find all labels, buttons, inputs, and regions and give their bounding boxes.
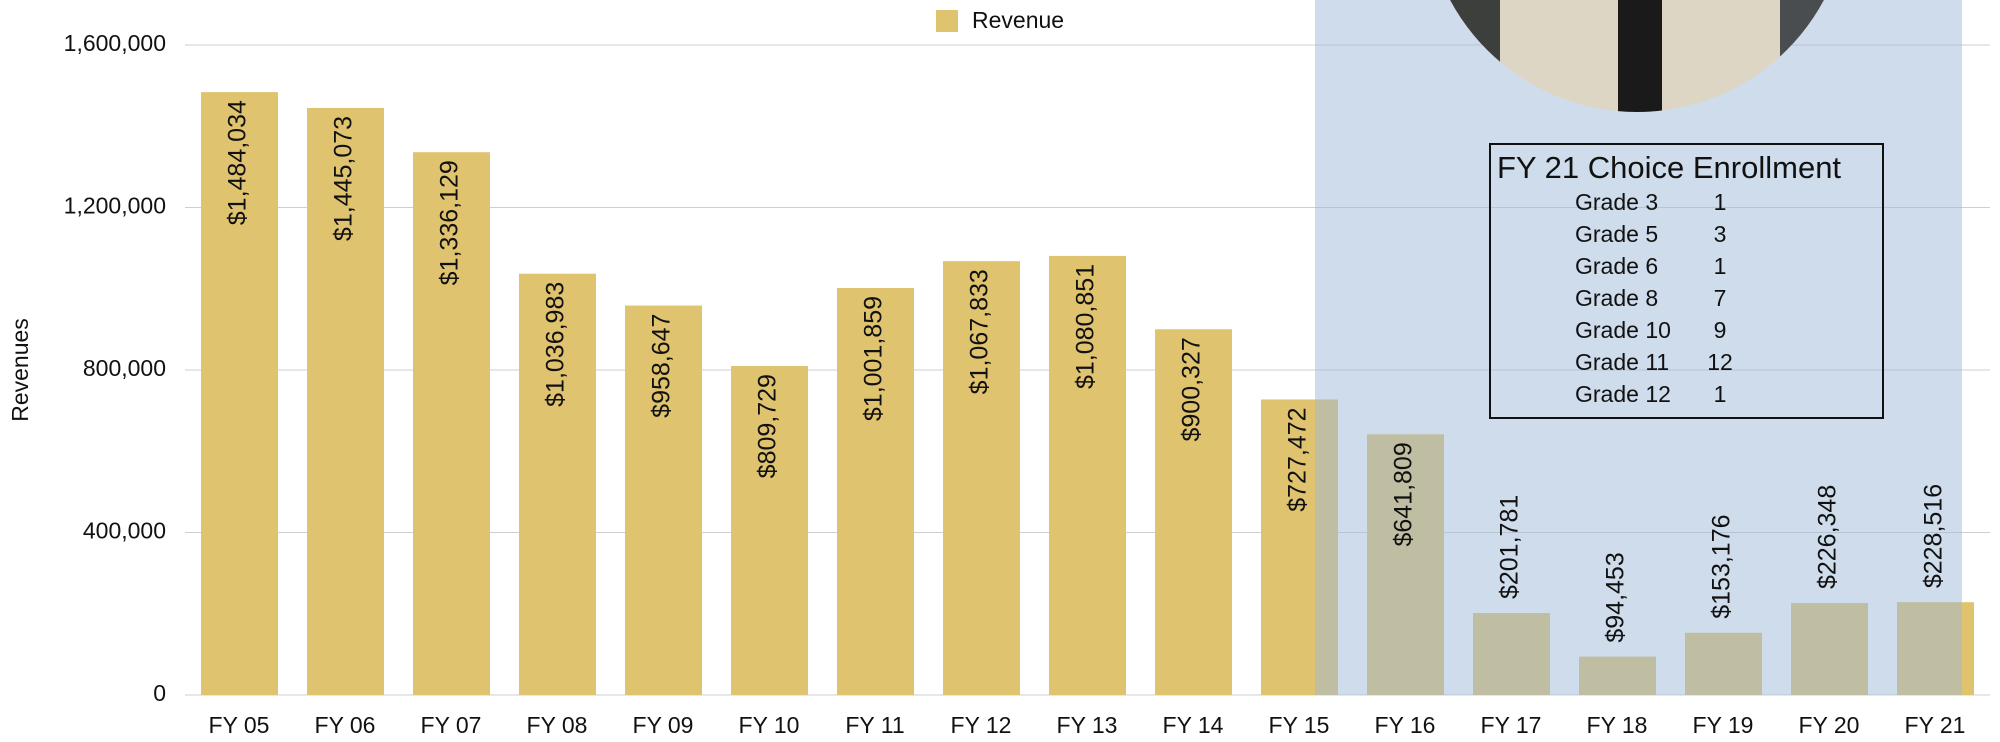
x-tick-label: FY 12: [951, 712, 1012, 738]
x-tick-label: FY 18: [1587, 712, 1648, 738]
data-label: $1,080,851: [1072, 264, 1100, 389]
data-label: $1,067,833: [966, 269, 994, 394]
x-tick-label: FY 16: [1375, 712, 1436, 738]
x-tick-label: FY 11: [845, 712, 904, 738]
bar: [1155, 329, 1232, 695]
annotation-count: 9: [1714, 317, 1727, 343]
bar: [731, 366, 808, 695]
x-tick-label: FY 05: [209, 712, 270, 738]
x-tick-label: FY 14: [1163, 712, 1224, 738]
y-tick-label: 400,000: [83, 518, 166, 544]
y-tick-label: 800,000: [83, 355, 166, 381]
y-tick-label: 0: [153, 680, 166, 706]
data-label: $1,036,983: [542, 282, 570, 407]
annotation-count: 1: [1714, 189, 1727, 215]
data-label: $809,729: [754, 374, 782, 478]
annotation-count: 1: [1714, 253, 1727, 279]
annotation-count: 1: [1714, 381, 1727, 407]
x-tick-label: FY 10: [739, 712, 800, 738]
data-label: $1,445,073: [330, 116, 358, 241]
plot-over: FY 05 $1,484,034 FY 06 $1,445,073 FY 07 $1,33…: [209, 100, 1966, 738]
y-tick-label: 1,200,000: [64, 193, 166, 219]
annotation-grade: Grade 11: [1575, 349, 1669, 375]
bar: [943, 261, 1020, 695]
annotation-grade: Grade 3: [1575, 189, 1658, 215]
y-axis-label: Revenues: [7, 318, 33, 422]
data-label: $641,809: [1390, 442, 1418, 546]
x-tick-label: FY 17: [1481, 712, 1542, 738]
annotation-grade: Grade 12: [1575, 381, 1671, 407]
y-tick-label: 1,600,000: [64, 30, 166, 56]
data-label: $1,336,129: [436, 160, 464, 285]
annotation-grade: Grade 5: [1575, 221, 1658, 247]
data-label: $727,472: [1284, 407, 1312, 511]
data-label: $94,453: [1602, 552, 1630, 642]
data-label: $1,484,034: [224, 100, 252, 225]
legend-label: Revenue: [972, 7, 1064, 33]
data-label: $153,176: [1708, 514, 1736, 618]
x-tick-label: FY 07: [421, 712, 482, 738]
annotation-count: 12: [1707, 349, 1733, 375]
annotation-border: [1489, 143, 1884, 419]
annotation-grade: Grade 8: [1575, 285, 1658, 311]
data-label: $201,781: [1496, 495, 1524, 599]
x-tick-label: FY 15: [1269, 712, 1330, 738]
annotation-grade: Grade 6: [1575, 253, 1658, 279]
bar: [519, 273, 596, 695]
annotation-grade: Grade 10: [1575, 317, 1671, 343]
data-label: $228,516: [1920, 484, 1948, 588]
bar: [837, 287, 914, 695]
annotation-title: FY 21 Choice Enrollment: [1497, 150, 1841, 185]
bar: [201, 92, 278, 695]
bar: [307, 107, 384, 696]
plot-under: 0 400,000 800,000 1,200,000 1,600,000 Revenue…: [7, 7, 1990, 706]
x-tick-label: FY 08: [527, 712, 588, 738]
annotation-box: FY 21 Choice Enrollment Grade 3 1 Grade 5 3…: [1489, 143, 1884, 419]
data-label: $900,327: [1178, 337, 1206, 441]
data-label: $1,001,859: [860, 296, 888, 421]
overlay-panel: [1315, 0, 1962, 695]
x-tick-label: FY 20: [1799, 712, 1860, 738]
x-tick-label: FY 09: [633, 712, 694, 738]
bar: [1049, 255, 1126, 695]
x-tick-label: FY 06: [315, 712, 376, 738]
x-tick-label: FY 13: [1057, 712, 1118, 738]
bar: [413, 152, 490, 695]
x-tick-label: FY 21: [1905, 712, 1966, 738]
bar: [625, 305, 702, 695]
annotation-count: 3: [1714, 221, 1727, 247]
legend-swatch: [936, 10, 958, 32]
annotation-count: 7: [1714, 285, 1727, 311]
x-tick-label: FY 19: [1693, 712, 1754, 738]
data-label: $226,348: [1814, 485, 1842, 589]
data-label: $958,647: [648, 314, 676, 418]
